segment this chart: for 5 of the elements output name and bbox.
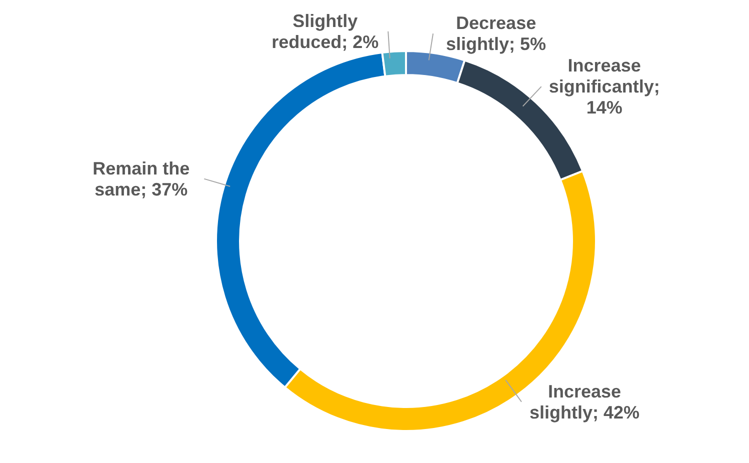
- slice-label: Slightly reduced; 2%: [272, 10, 379, 52]
- slice-label: Remain the same; 37%: [92, 158, 190, 200]
- slice-label: Increase slightly; 42%: [529, 381, 640, 422]
- slice-label: Decrease slightly; 5%: [446, 13, 546, 54]
- slice-label: Increase significantly; 14%: [548, 56, 660, 118]
